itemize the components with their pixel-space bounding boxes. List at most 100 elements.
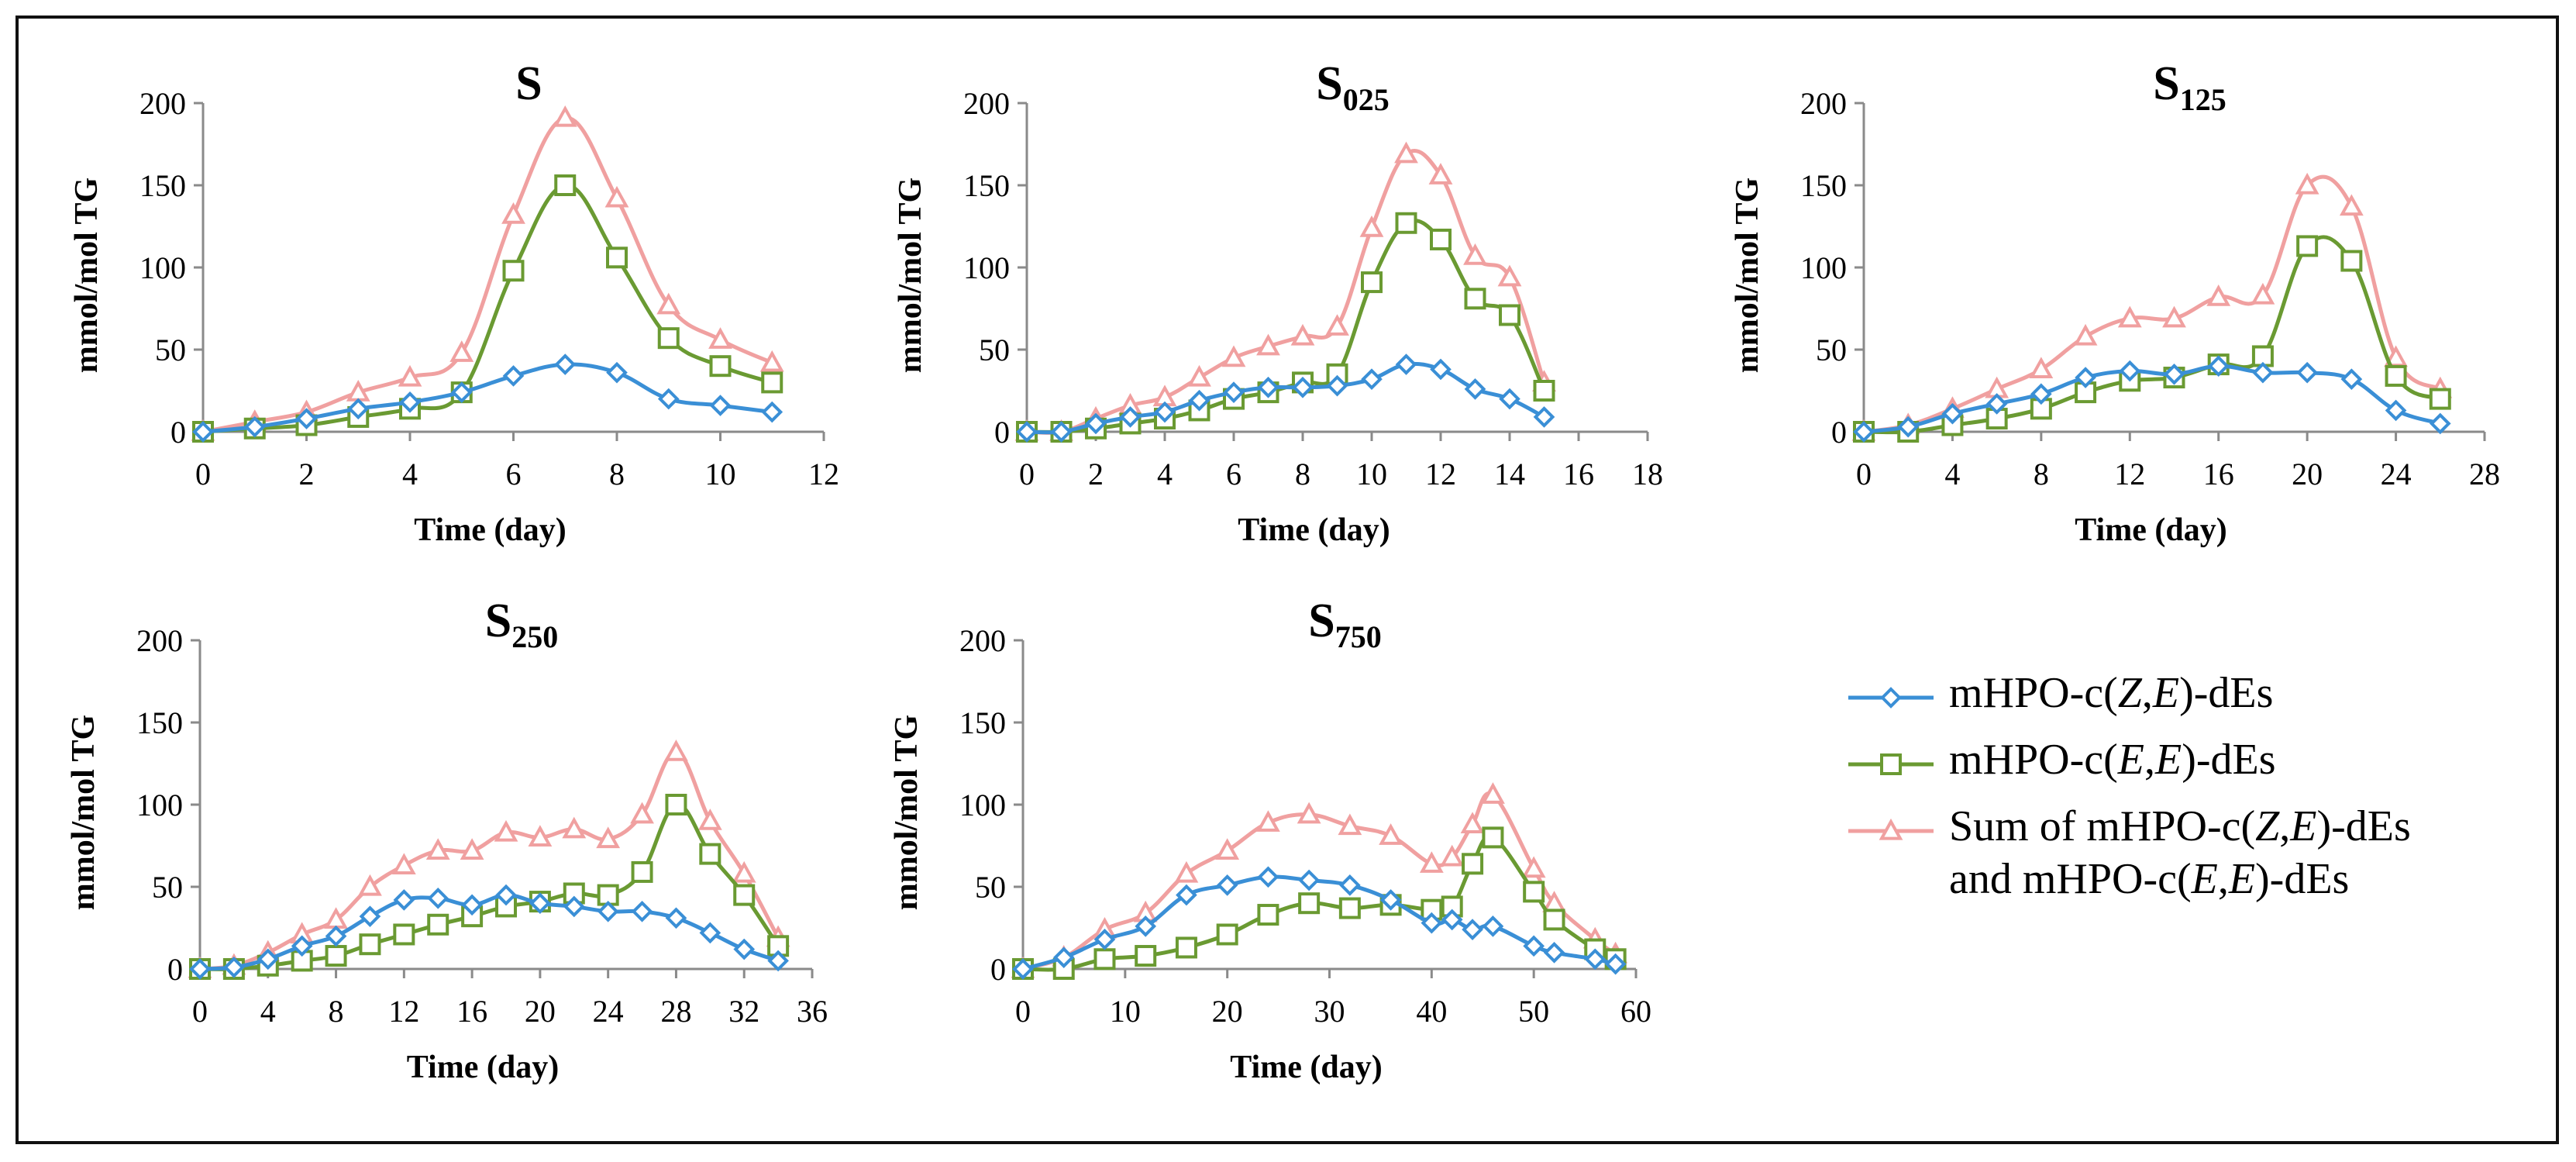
data-point-sum <box>1419 851 1444 873</box>
x-tick-label: 8 <box>329 994 344 1029</box>
x-tick-label: 2 <box>1088 457 1104 491</box>
legend-label-ee: mHPO-c(E,E)-dEs <box>1949 736 2276 784</box>
data-point-zE <box>1482 915 1504 937</box>
y-tick-label: 200 <box>963 86 1010 121</box>
chart-title-subscript: 125 <box>2180 82 2226 117</box>
data-point-zE <box>554 353 577 375</box>
data-point-eE <box>1941 414 1964 436</box>
x-axis-label: Time (day) <box>1230 1050 1382 1085</box>
data-point-zE <box>2385 399 2407 422</box>
x-tick-label: 28 <box>660 994 691 1029</box>
x-tick-label: 0 <box>1015 994 1031 1029</box>
data-point-zE <box>2429 412 2451 435</box>
data-point-sum <box>1497 264 1522 287</box>
data-point-zE <box>1421 912 1443 934</box>
data-point-zE <box>1985 393 2008 415</box>
data-point-zE <box>709 395 732 416</box>
data-point-sum <box>2251 282 2275 305</box>
y-tick-label: 0 <box>167 952 183 987</box>
data-point-zE <box>1119 406 1142 428</box>
chart-title: S750 <box>1308 595 1381 654</box>
x-tick-label: 4 <box>402 457 418 491</box>
data-point-eE <box>1216 923 1238 946</box>
data-point-zE <box>1941 402 1964 425</box>
data-point-zE <box>1298 869 1320 891</box>
x-axis-label: Time (day) <box>414 512 566 548</box>
data-point-sum <box>1290 323 1315 346</box>
data-point-zE <box>347 398 370 420</box>
series-line-eE <box>202 183 773 434</box>
legend-marker-sum <box>1879 818 1903 840</box>
x-tick-label: 6 <box>1226 457 1242 491</box>
data-point-sum <box>1521 856 1546 878</box>
data-point-eE <box>1464 288 1486 310</box>
data-point-zE <box>495 884 517 906</box>
data-point-eE <box>1533 380 1555 402</box>
data-point-zE <box>1176 884 1197 906</box>
series-line-zE <box>1026 361 1545 435</box>
data-point-zE <box>2075 367 2096 388</box>
y-tick-label: 100 <box>963 250 1010 285</box>
data-point-eE <box>393 923 415 946</box>
x-tick-label: 2 <box>299 457 315 491</box>
data-point-sum <box>1379 823 1403 845</box>
data-point-zE <box>399 391 421 413</box>
data-point-zE <box>291 935 313 957</box>
data-point-zE <box>1052 946 1075 968</box>
data-point-eE <box>1462 853 1484 875</box>
legend-triangle-marker <box>1848 818 1934 840</box>
data-point-eE <box>665 794 687 815</box>
x-tick-label: 24 <box>593 994 624 1029</box>
data-point-eE <box>699 843 721 865</box>
data-point-sum <box>562 816 587 839</box>
x-tick-label: 50 <box>1518 994 1549 1029</box>
legend-marker-eE <box>1880 753 1902 775</box>
data-point-zE <box>529 892 551 915</box>
data-point-eE <box>554 174 577 196</box>
data-point-zE <box>1326 374 1348 397</box>
series-line-zE <box>202 362 773 434</box>
data-point-eE <box>1543 909 1565 931</box>
chart-title: S025 <box>1316 57 1389 117</box>
data-point-sum <box>1428 163 1453 184</box>
data-point-zE <box>1464 378 1486 400</box>
data-point-zE <box>325 925 347 947</box>
data-point-zE <box>1499 388 1520 410</box>
x-tick-label: 16 <box>2203 457 2234 491</box>
data-point-zE <box>597 900 619 922</box>
data-point-zE <box>502 365 525 387</box>
x-tick-label: 20 <box>1212 994 1243 1029</box>
data-point-sum <box>449 340 474 362</box>
chart-3: 0 50 100 150 200 0 4 8 12 16 20 24 28 Time (day) mmol/… <box>1730 57 2500 548</box>
data-point-zE <box>1216 874 1238 896</box>
data-point-zE <box>257 948 279 971</box>
data-point-zE <box>699 922 721 944</box>
data-point-eE <box>2429 388 2451 410</box>
data-point-sum <box>1174 860 1199 883</box>
data-point-zE <box>563 895 585 918</box>
data-point-eE <box>657 327 680 350</box>
data-point-sum <box>358 874 382 896</box>
data-point-sum <box>398 364 422 387</box>
data-point-sum <box>1215 838 1240 860</box>
y-tick-label: 0 <box>170 415 186 450</box>
chart-1: 0 50 100 150 200 0 2 4 6 8 10 12 Time (day) mmol/mol … <box>69 57 839 548</box>
y-tick-label: 50 <box>1816 333 1847 367</box>
data-point-zE <box>1292 376 1314 398</box>
data-point-eE <box>2251 345 2274 367</box>
data-point-zE <box>2207 355 2230 378</box>
data-point-zE <box>1543 941 1565 964</box>
data-point-sum <box>1325 314 1349 336</box>
x-tick-label: 28 <box>2469 457 2500 491</box>
chart-title-subscript: 025 <box>1343 82 1390 117</box>
y-tick-label: 0 <box>1831 415 1847 450</box>
chart-2: 0 50 100 150 200 0 2 4 6 8 10 12 14 16 18 Time (day) mmo… <box>893 57 1663 548</box>
data-point-zE <box>665 907 687 929</box>
data-point-sum <box>2073 323 2098 346</box>
data-point-sum <box>664 740 688 761</box>
data-point-eE <box>709 355 732 378</box>
data-point-sum <box>1297 802 1321 824</box>
y-axis-label: mmol/mol TG <box>1730 178 1765 373</box>
data-point-zE <box>1223 381 1245 403</box>
